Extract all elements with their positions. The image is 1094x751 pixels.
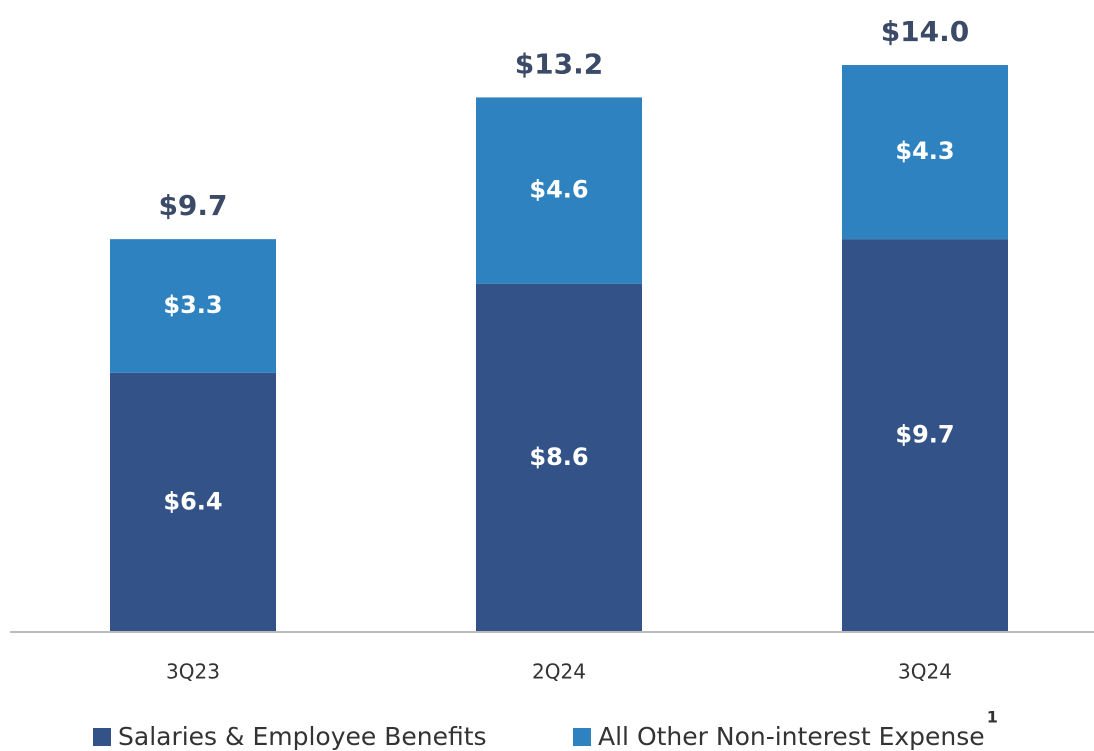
total-label: $14.0 bbox=[881, 15, 970, 48]
total-label: $9.7 bbox=[158, 189, 227, 222]
bar-segment bbox=[842, 239, 1008, 632]
segment-label: $8.6 bbox=[529, 443, 588, 471]
segment-label: $4.3 bbox=[895, 137, 954, 165]
segment-label: $6.4 bbox=[163, 487, 222, 515]
bar-segment bbox=[476, 97, 642, 284]
legend-swatch bbox=[573, 728, 591, 746]
bar-segment bbox=[842, 65, 1008, 240]
legend-label: Salaries & Employee Benefits bbox=[118, 722, 487, 751]
segment-label: $9.7 bbox=[895, 421, 954, 449]
x-tick-label: 3Q23 bbox=[166, 660, 220, 684]
bar-segment bbox=[110, 372, 276, 632]
legend-note: 1 bbox=[987, 708, 998, 727]
x-tick-label: 2Q24 bbox=[532, 660, 586, 684]
legend-swatch bbox=[93, 728, 111, 746]
x-tick-label: 3Q24 bbox=[898, 660, 952, 684]
bar-segment bbox=[476, 283, 642, 632]
total-label: $13.2 bbox=[515, 47, 604, 80]
segment-label: $4.6 bbox=[529, 176, 588, 204]
segment-label: $3.3 bbox=[163, 291, 222, 319]
legend-label: All Other Non-interest Expense bbox=[598, 722, 985, 751]
bar-segment bbox=[110, 239, 276, 373]
